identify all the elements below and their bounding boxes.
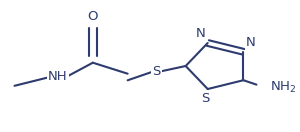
- Text: S: S: [201, 92, 210, 105]
- Text: S: S: [152, 65, 161, 78]
- Text: NH: NH: [48, 70, 68, 84]
- Text: N: N: [246, 36, 256, 49]
- Text: N: N: [196, 27, 206, 40]
- Text: O: O: [88, 10, 98, 23]
- Text: NH$_2$: NH$_2$: [269, 80, 296, 95]
